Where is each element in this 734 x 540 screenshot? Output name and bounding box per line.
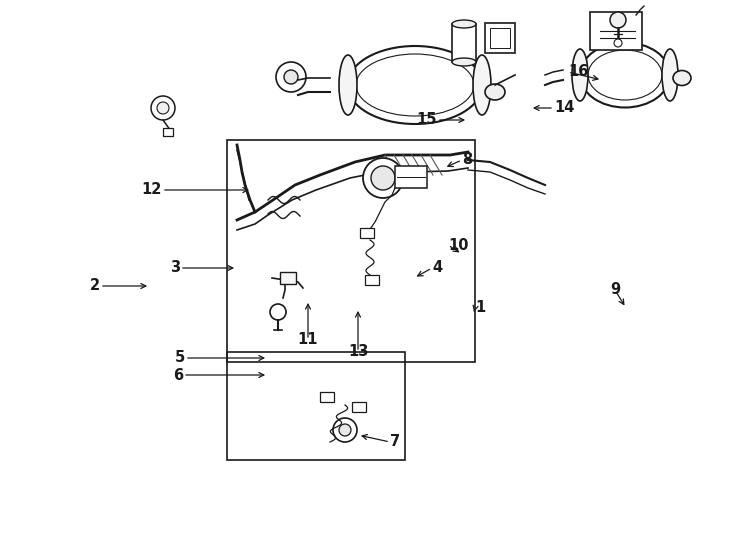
Ellipse shape xyxy=(580,43,670,107)
Ellipse shape xyxy=(339,55,357,115)
Text: 7: 7 xyxy=(390,435,400,449)
Circle shape xyxy=(284,70,298,84)
Ellipse shape xyxy=(473,55,491,115)
Bar xyxy=(485,23,515,53)
Bar xyxy=(365,275,379,285)
Circle shape xyxy=(610,12,626,28)
Text: 5: 5 xyxy=(175,350,185,366)
Circle shape xyxy=(157,102,169,114)
Circle shape xyxy=(151,96,175,120)
Circle shape xyxy=(614,39,622,47)
Ellipse shape xyxy=(662,49,678,101)
Text: 1: 1 xyxy=(475,300,485,315)
Text: 11: 11 xyxy=(298,333,319,348)
Bar xyxy=(227,352,405,460)
Circle shape xyxy=(333,418,357,442)
Circle shape xyxy=(339,424,351,436)
Text: 3: 3 xyxy=(170,260,180,275)
Bar xyxy=(590,12,642,50)
Text: 4: 4 xyxy=(432,260,442,275)
Ellipse shape xyxy=(452,58,476,66)
Ellipse shape xyxy=(572,49,588,101)
Circle shape xyxy=(371,166,395,190)
Text: 13: 13 xyxy=(348,345,368,360)
Text: 15: 15 xyxy=(416,112,437,127)
Bar xyxy=(227,140,475,362)
Text: 8: 8 xyxy=(462,152,472,167)
Text: 6: 6 xyxy=(173,368,183,382)
Text: 9: 9 xyxy=(610,282,620,298)
Bar xyxy=(352,402,366,412)
Ellipse shape xyxy=(347,46,482,124)
Ellipse shape xyxy=(485,84,505,100)
Ellipse shape xyxy=(452,20,476,28)
Bar xyxy=(280,272,296,284)
Ellipse shape xyxy=(673,71,691,85)
Text: 14: 14 xyxy=(554,100,575,116)
Circle shape xyxy=(270,304,286,320)
Text: 12: 12 xyxy=(142,183,162,198)
Bar xyxy=(490,28,510,48)
Text: 16: 16 xyxy=(568,64,589,79)
Text: 2: 2 xyxy=(90,279,100,294)
Bar xyxy=(320,392,334,402)
Bar xyxy=(360,228,374,238)
Bar xyxy=(395,166,427,188)
Bar xyxy=(163,128,173,136)
Bar xyxy=(452,24,476,62)
Text: 10: 10 xyxy=(448,238,468,253)
Circle shape xyxy=(276,62,306,92)
Circle shape xyxy=(363,158,403,198)
